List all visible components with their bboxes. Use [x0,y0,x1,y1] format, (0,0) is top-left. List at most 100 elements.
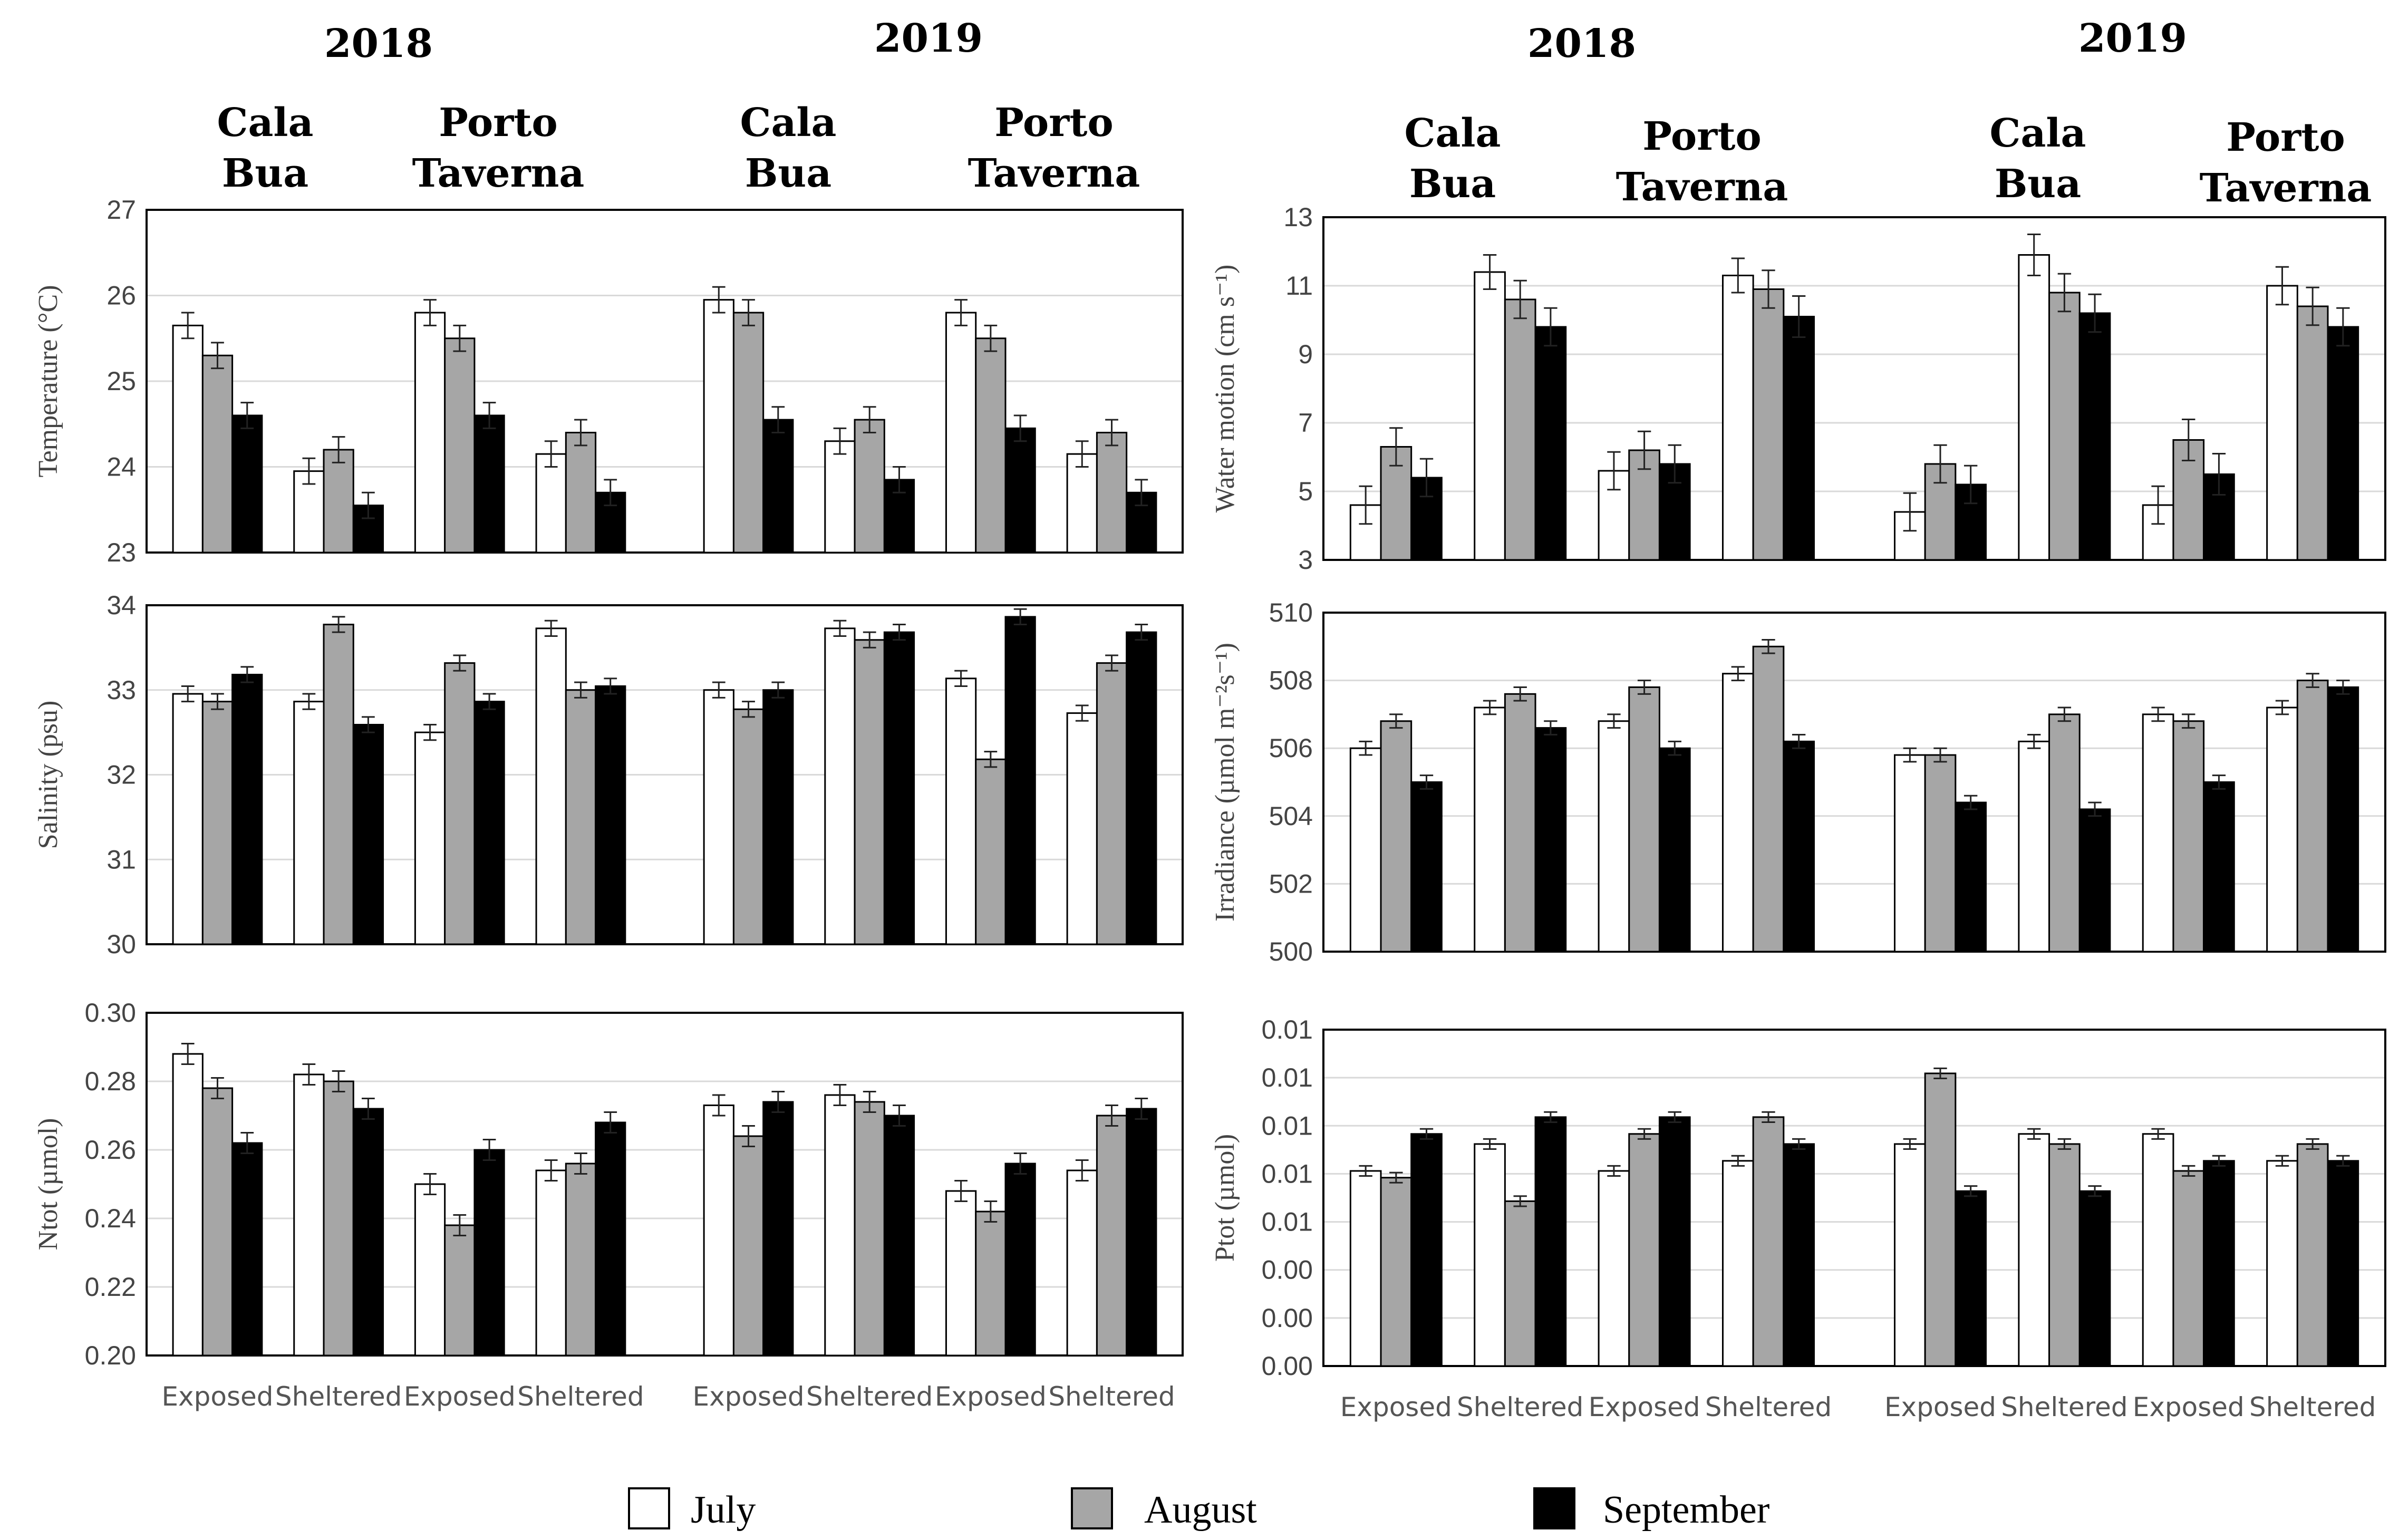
bar-august [1753,646,1784,952]
bar-july [415,1184,444,1355]
y-tick-label: 26 [107,281,136,311]
left-headers: 2018 2019 Cala Bua Porto Taverna Cala Bu… [217,16,1140,196]
bar-september [763,1102,793,1355]
bar-july [1599,721,1629,952]
bar-july [2019,1134,2049,1366]
bar-august [566,433,595,553]
x-category-label: Exposed [2133,1392,2245,1422]
y-tick-label: 23 [107,538,136,567]
left-year-2019: 2019 [874,16,983,61]
bar-september [1784,741,1814,952]
x-category-label: Sheltered [1457,1392,1583,1422]
y-tick-label: 508 [1269,666,1313,695]
bar-july [704,1106,733,1356]
bar-august [1629,687,1660,952]
y-tick-label: 504 [1269,801,1313,831]
bar-september [1956,802,1986,952]
bar-july [2267,708,2298,952]
y-tick-label: 32 [107,760,136,790]
bar-september [475,702,504,944]
y-tick-label: 0.01 [1262,1159,1313,1188]
right-site-4-line-2: Taverna [2200,166,2372,211]
chart-panel-4: 35791113Water motion (cm s⁻¹) [1210,202,2385,575]
bar-september [763,690,793,944]
bar-september [353,1109,383,1355]
bar-september [596,1122,625,1355]
bar-july [1350,1171,1381,1366]
bar-august [2297,306,2328,560]
bar-july [825,1095,855,1355]
bar-july [294,1074,324,1355]
y-tick-label: 0.30 [85,998,136,1028]
legend-label-september: September [1603,1488,1769,1532]
legend-swatch-july [629,1488,669,1528]
y-tick-label: 11 [1285,271,1313,301]
bar-july [1067,713,1097,944]
left-site-3-line-1: Cala [740,100,837,146]
bar-september [1127,1109,1156,1355]
right-site-1-line-1: Cala [1405,111,1501,156]
bar-july [173,1054,202,1355]
bar-september [2079,809,2110,952]
bar-august [2173,1171,2204,1366]
bar-september [1956,1191,1986,1366]
bar-august [1505,1201,1535,1366]
bar-august [2049,1144,2080,1366]
y-axis-label: Salinity (psu) [33,701,63,849]
bar-september [884,632,914,944]
bar-august [566,1164,595,1355]
bar-august [855,1102,884,1355]
bar-august [1629,1134,1660,1366]
x-category-label: Sheltered [806,1381,933,1412]
y-tick-label: 0.01 [1262,1207,1313,1237]
bar-august [733,1136,763,1355]
bar-july [704,690,733,944]
bar-august [445,338,475,553]
bar-july [825,441,855,553]
legend: July August September [629,1488,1769,1532]
y-tick-label: 0.00 [1262,1255,1313,1285]
bar-september [233,415,262,553]
bar-september [596,686,625,944]
bar-august [445,1225,475,1355]
left-site-1-line-2: Bua [222,151,308,196]
bar-september [763,420,793,553]
right-site-2-line-1: Porto [1642,114,1762,159]
bar-july [173,694,202,944]
left-site-2-line-1: Porto [439,100,558,146]
bar-august [2049,293,2080,560]
bar-september [1784,1144,1814,1366]
bar-july [1475,272,1505,560]
chart-panel-3: 0.200.220.240.260.280.30Ntot (µmol)Expos… [33,998,1183,1412]
y-tick-label: 500 [1269,937,1313,966]
x-category-label: Exposed [1340,1392,1452,1422]
bar-august [976,338,1005,553]
x-category-label: Sheltered [2001,1392,2127,1422]
bar-july [946,1191,975,1355]
right-site-2-line-2: Taverna [1616,164,1788,210]
bar-september [1411,1134,1442,1366]
bar-august [1925,755,1956,952]
bar-august [1381,721,1411,952]
bar-september [475,1150,504,1355]
right-year-2019: 2019 [2078,16,2187,61]
bar-september [353,725,383,944]
y-tick-label: 34 [107,590,136,620]
bar-august [1097,433,1126,553]
bar-july [946,679,975,944]
y-tick-label: 33 [107,675,136,705]
bar-september [1535,327,1566,560]
bar-september [1411,782,1442,952]
legend-label-july: July [691,1488,756,1532]
bar-august [324,625,353,944]
bar-august [1925,1073,1956,1366]
y-tick-label: 510 [1269,598,1313,627]
y-tick-label: 13 [1283,202,1313,232]
bar-september [1535,728,1566,952]
x-category-label: Sheltered [2249,1392,2376,1422]
y-tick-label: 0.01 [1262,1111,1313,1140]
bar-august [976,1212,1005,1355]
y-axis-label: Ptot (µmol) [1210,1134,1240,1262]
bar-september [884,1116,914,1355]
bar-august [445,663,475,944]
